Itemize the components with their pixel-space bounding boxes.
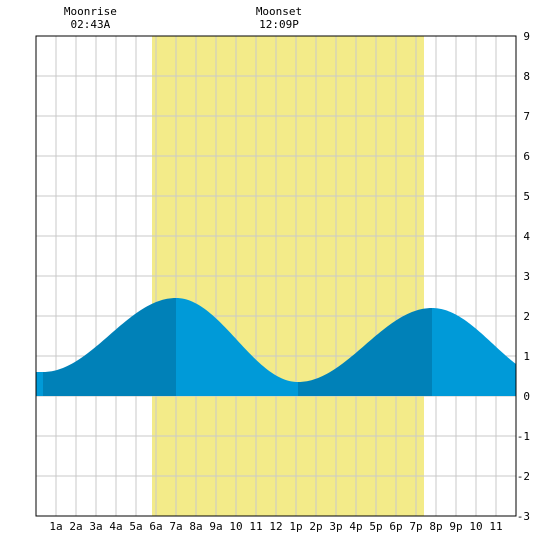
x-tick-label: 5a <box>129 520 142 533</box>
x-tick-label: 11 <box>489 520 502 533</box>
x-tick-label: 7p <box>409 520 422 533</box>
x-axis-ticks: 1a 2a 3a 4a 5a 6a 7a 8a 9a 10 11 12 1p 2p 3p 4p 5p 6p 7p 8p… <box>49 520 502 533</box>
moon-event-time: 12:09P <box>259 18 299 31</box>
x-tick-label: 9p <box>449 520 462 533</box>
x-tick-label: 6p <box>389 520 402 533</box>
tide-area-falling <box>36 372 43 396</box>
y-tick-label: -3 <box>517 510 530 523</box>
y-tick-label: 9 <box>523 30 530 43</box>
y-axis-ticks: 9 8 7 6 5 4 3 2 1 0 -1 -2 -3 <box>517 30 531 523</box>
y-tick-label: -2 <box>517 470 530 483</box>
x-tick-label: 4p <box>349 520 362 533</box>
y-tick-label: 7 <box>523 110 530 123</box>
y-tick-label: 3 <box>523 270 530 283</box>
x-tick-label: 2a <box>69 520 82 533</box>
x-tick-label: 5p <box>369 520 382 533</box>
tide-area-falling <box>176 298 298 396</box>
x-tick-label: 1p <box>289 520 302 533</box>
y-tick-label: 1 <box>523 350 530 363</box>
tide-area-falling <box>432 308 516 396</box>
x-tick-label: 8a <box>189 520 202 533</box>
x-tick-label: 8p <box>429 520 442 533</box>
x-tick-label: 7a <box>169 520 182 533</box>
x-tick-label: 9a <box>209 520 222 533</box>
x-tick-label: 12 <box>269 520 282 533</box>
x-tick-label: 11 <box>249 520 262 533</box>
x-tick-label: 2p <box>309 520 322 533</box>
moon-event-label: Moonrise <box>64 5 117 18</box>
x-tick-label: 3p <box>329 520 342 533</box>
plot-frame <box>35 35 517 517</box>
tide-area-rising <box>298 308 432 396</box>
x-tick-label: 10 <box>469 520 482 533</box>
x-tick-label: 4a <box>109 520 122 533</box>
moon-event-label: Moonset <box>256 5 302 18</box>
y-tick-label: 6 <box>523 150 530 163</box>
y-tick-label: 0 <box>523 390 530 403</box>
x-tick-label: 3a <box>89 520 102 533</box>
tide-area-rising <box>43 298 176 396</box>
y-tick-label: -1 <box>517 430 530 443</box>
y-tick-label: 2 <box>523 310 530 323</box>
x-tick-label: 10 <box>229 520 242 533</box>
tide-layer <box>36 298 516 396</box>
y-tick-label: 5 <box>523 190 530 203</box>
moon-event-time: 02:43A <box>71 18 111 31</box>
x-tick-label: 6a <box>149 520 162 533</box>
grid-layer <box>36 36 516 516</box>
x-tick-label: 1a <box>49 520 62 533</box>
y-tick-label: 8 <box>523 70 530 83</box>
y-tick-label: 4 <box>523 230 530 243</box>
